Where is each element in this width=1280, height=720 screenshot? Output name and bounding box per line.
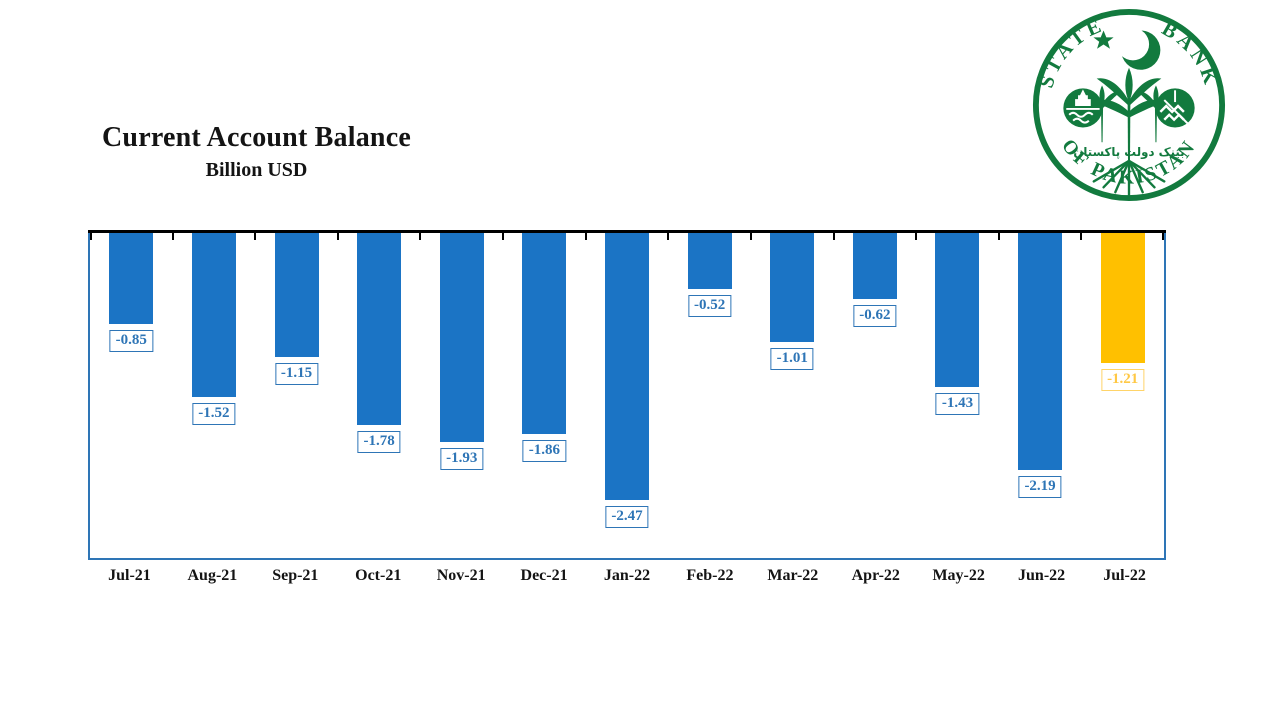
- sbp-logo: STATE BANK OF PAKISTAN: [1031, 7, 1227, 203]
- bar: [687, 232, 732, 289]
- x-axis-label: Dec-21: [520, 567, 568, 584]
- bar: [274, 232, 319, 357]
- axis-tick: [1080, 233, 1083, 240]
- bar: [357, 232, 402, 426]
- x-axis-label: Jul-22: [1103, 567, 1146, 584]
- bar-value-label: -1.52: [192, 403, 236, 426]
- bar-value-label: -2.19: [1018, 475, 1062, 498]
- bar: [439, 232, 484, 442]
- crescent-star-icon: [1093, 28, 1161, 70]
- plot-area: -0.85 -1.52 -1.15 -1.78 -1.93 -1.86 -2.47 -0.52…: [88, 230, 1166, 558]
- bar-value-label: -2.47: [605, 506, 649, 529]
- chart-title: Current Account Balance: [102, 122, 411, 153]
- x-axis-label: Mar-22: [767, 567, 819, 584]
- axis-tick: [171, 233, 174, 240]
- sbp-seal-icon: STATE BANK OF PAKISTAN: [1032, 8, 1226, 202]
- bar-value-label: -1.43: [935, 393, 980, 416]
- rays-icon: [1092, 159, 1166, 197]
- bar-value-label: -1.86: [522, 440, 566, 463]
- bar: [1018, 232, 1063, 470]
- x-axis-label: May-22: [932, 567, 985, 584]
- axis-tick: [90, 233, 92, 240]
- bar: [770, 232, 815, 342]
- x-axis-label: Feb-22: [686, 567, 734, 584]
- bar: [191, 232, 236, 398]
- current-account-chart: -0.85 -1.52 -1.15 -1.78 -1.93 -1.86 -2.47 -0.52…: [88, 230, 1166, 560]
- chart-subtitle: Billion USD: [205, 159, 308, 182]
- axis-tick: [997, 233, 1000, 240]
- axis-tick: [502, 233, 505, 240]
- x-axis-label: Nov-21: [436, 567, 486, 584]
- seal-text-bank: BANK: [1158, 18, 1223, 91]
- x-axis-label: Jul-21: [108, 567, 151, 584]
- bar: [109, 232, 154, 325]
- chart-header: Current Account Balance Billion USD: [102, 122, 411, 182]
- x-axis-label: Jun-22: [1018, 567, 1066, 584]
- bar: [522, 232, 567, 435]
- bar-value-label: -1.15: [274, 362, 319, 385]
- bar-value-label: -0.85: [109, 330, 153, 353]
- seal-ring: [1032, 8, 1226, 202]
- axis-tick: [667, 233, 670, 240]
- bar-value-label: -0.62: [853, 305, 897, 328]
- x-axis-label: Apr-22: [851, 567, 900, 584]
- right-medallion-icon: [1155, 88, 1195, 128]
- axis-tick: [1162, 233, 1164, 240]
- seal-urdu-text: بینک دولت پاکستان: [1073, 145, 1184, 160]
- left-medallion-icon: [1063, 88, 1103, 128]
- bar: [852, 232, 897, 300]
- bar: [605, 232, 649, 501]
- x-axis-label: Aug-21: [187, 567, 238, 584]
- bar: [1100, 232, 1145, 364]
- x-axis-label: Oct-21: [355, 567, 402, 584]
- axis-tick: [336, 233, 339, 240]
- axis-tick: [832, 233, 835, 240]
- bar-value-label: -1.93: [440, 447, 484, 470]
- x-axis-label: Jan-22: [603, 567, 651, 584]
- x-axis-labels: Jul-21 Aug-21 Sep-21 Oct-21 Nov-21 Dec-21 Jan-…: [88, 567, 1166, 585]
- axis-tick: [254, 233, 257, 240]
- bar-value-label: -0.52: [687, 294, 732, 317]
- axis-tick: [749, 233, 752, 240]
- bar-value-label: -1.21: [1101, 369, 1145, 392]
- bar-value-label: -1.78: [357, 431, 401, 454]
- x-axis-line: [88, 230, 1166, 233]
- bar: [935, 232, 980, 388]
- seal-text-state: STATE: [1036, 14, 1108, 91]
- bar-value-label: -1.01: [770, 347, 814, 370]
- axis-tick: [419, 233, 422, 240]
- x-axis-label: Sep-21: [272, 567, 319, 584]
- axis-tick: [584, 233, 587, 240]
- axis-tick: [915, 233, 918, 240]
